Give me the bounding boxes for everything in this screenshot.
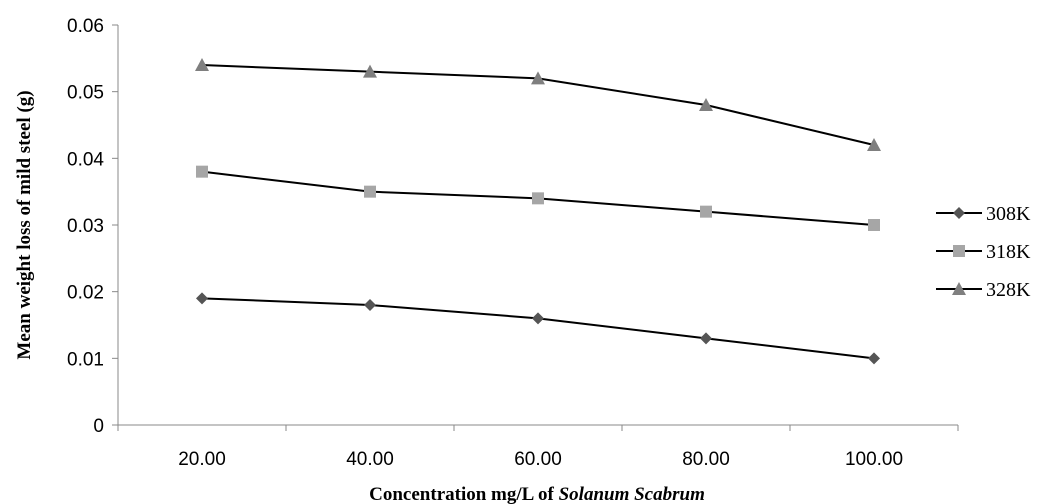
data-point-318k bbox=[364, 185, 376, 198]
data-point-328k bbox=[867, 138, 881, 151]
y-axis-label: Mean weight loss of mild steel (g) bbox=[14, 90, 35, 359]
data-point-308k bbox=[868, 352, 880, 365]
y-tick-label: 0.02 bbox=[67, 283, 104, 304]
y-tick-label: 0.04 bbox=[67, 149, 104, 170]
y-tick-label: 0.01 bbox=[67, 349, 104, 370]
x-tick-label: 20.00 bbox=[178, 449, 226, 470]
legend-label-318k: 318K bbox=[986, 241, 1031, 263]
series-318k bbox=[196, 165, 880, 231]
legend-marker-318k bbox=[953, 245, 965, 257]
legend-label-328k: 328K bbox=[986, 279, 1031, 301]
series-328k bbox=[195, 58, 881, 151]
x-tick-label: 40.00 bbox=[346, 449, 394, 470]
legend-item-318k: 318K bbox=[936, 241, 1031, 263]
series-group bbox=[195, 58, 881, 365]
y-tick-label: 0.06 bbox=[67, 16, 104, 37]
x-tick-label: 100.00 bbox=[845, 449, 903, 470]
legend: 308K 318K 328K bbox=[936, 203, 1031, 301]
axes bbox=[117, 25, 958, 426]
x-tick-label: 80.00 bbox=[682, 449, 730, 470]
data-point-318k bbox=[196, 165, 208, 178]
y-tick-label: 0.05 bbox=[67, 83, 104, 104]
x-axis-label: Concentration mg/L of Solanum Scabrum bbox=[369, 484, 705, 504]
y-ticks: 0 0.01 0.02 0.03 0.04 0.05 0.06 bbox=[67, 16, 118, 437]
data-point-318k bbox=[868, 219, 880, 231]
x-ticks: 20.00 40.00 60.00 80.00 100.00 bbox=[117, 425, 959, 470]
data-point-308k bbox=[532, 312, 544, 325]
y-tick-label: 0.03 bbox=[67, 216, 104, 237]
data-point-308k bbox=[196, 292, 208, 305]
legend-label-308k: 308K bbox=[986, 203, 1031, 225]
data-point-328k bbox=[195, 58, 209, 71]
data-point-328k bbox=[363, 64, 377, 78]
x-axis-label-species: Solanum Scabrum bbox=[559, 484, 705, 504]
series-line-308k bbox=[201, 297, 875, 360]
data-point-318k bbox=[532, 192, 544, 205]
data-point-328k bbox=[531, 71, 545, 85]
legend-item-308k: 308K bbox=[936, 203, 1031, 225]
data-point-308k bbox=[364, 299, 376, 311]
data-point-328k bbox=[699, 98, 713, 111]
data-point-308k bbox=[700, 332, 712, 345]
x-tick-label: 60.00 bbox=[514, 449, 562, 470]
legend-item-328k: 328K bbox=[936, 279, 1031, 301]
y-tick-label: 0 bbox=[93, 416, 104, 437]
data-point-318k bbox=[700, 205, 712, 218]
x-axis-label-prefix: Concentration mg/L of bbox=[369, 484, 558, 504]
legend-marker-308k bbox=[953, 207, 965, 219]
series-308k bbox=[196, 292, 880, 365]
legend-marker-328k bbox=[952, 282, 966, 295]
